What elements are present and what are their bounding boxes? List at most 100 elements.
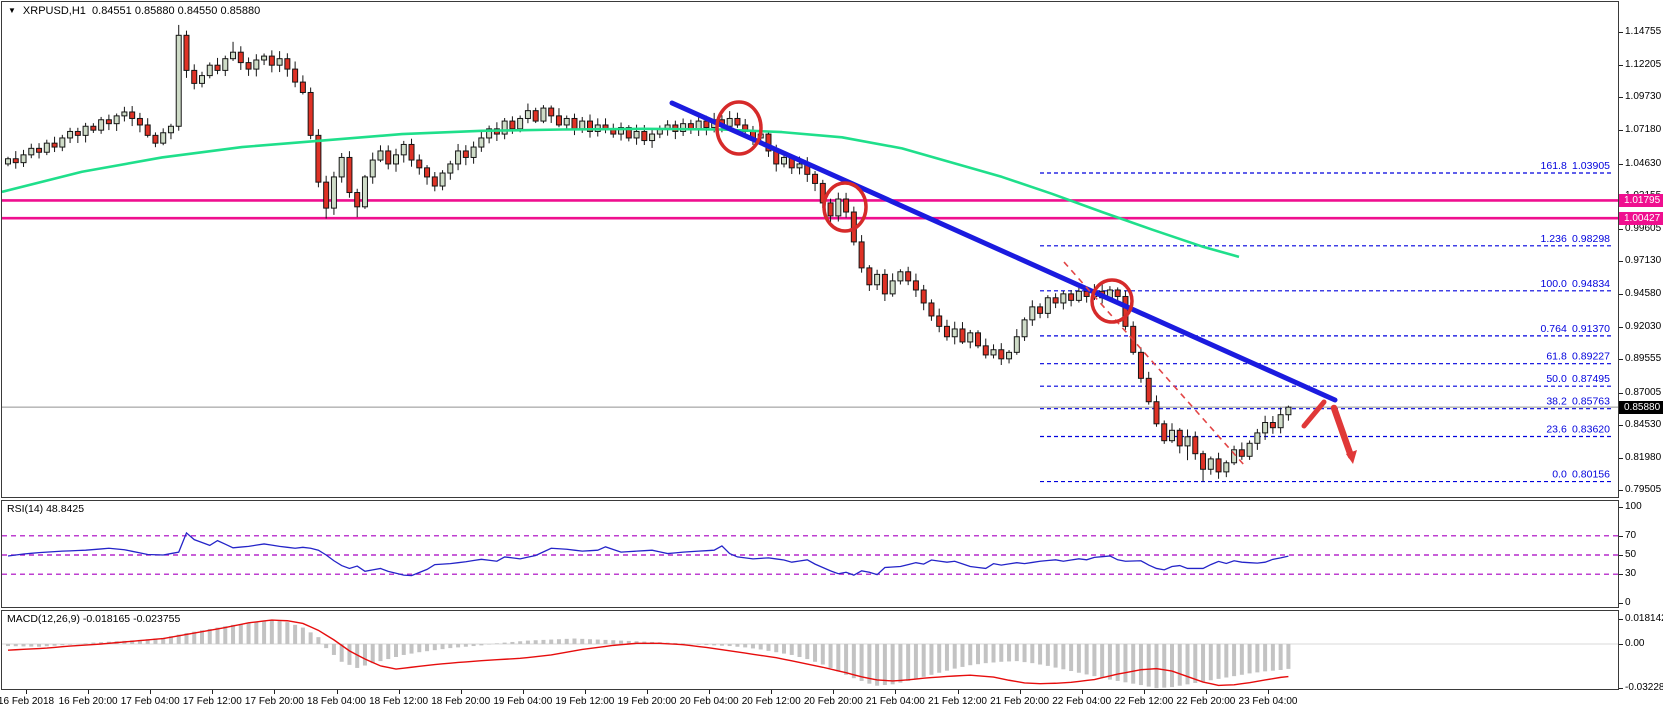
candle-body[interactable] xyxy=(385,150,392,165)
candle-body[interactable] xyxy=(695,120,702,130)
candle-body[interactable] xyxy=(144,124,151,136)
candle-body[interactable] xyxy=(191,69,198,84)
candle-body[interactable] xyxy=(447,163,454,174)
candle-body[interactable] xyxy=(1052,297,1059,304)
candle-body[interactable] xyxy=(307,91,314,136)
candle-body[interactable] xyxy=(812,173,819,184)
candlesticks[interactable] xyxy=(5,24,1292,482)
candle-body[interactable] xyxy=(113,115,120,125)
candle-body[interactable] xyxy=(1075,290,1082,301)
candle-body[interactable] xyxy=(781,156,787,165)
candle-body[interactable] xyxy=(1137,351,1144,379)
candle-body[interactable] xyxy=(354,192,361,208)
candle-body[interactable] xyxy=(1021,319,1028,338)
candle-body[interactable] xyxy=(424,167,431,178)
candle-body[interactable] xyxy=(641,130,648,142)
rsi-panel[interactable]: RSI(14) 48.8425 xyxy=(1,500,1619,608)
candle-body[interactable] xyxy=(51,142,58,148)
candle-body[interactable] xyxy=(36,147,43,153)
candle-body[interactable] xyxy=(1192,436,1199,455)
candle-body[interactable] xyxy=(796,163,803,169)
candle-body[interactable] xyxy=(276,58,283,66)
candle-body[interactable] xyxy=(1037,306,1044,314)
candle-body[interactable] xyxy=(1122,295,1129,327)
candle-body[interactable] xyxy=(43,142,50,153)
candle-body[interactable] xyxy=(1207,458,1214,470)
candle-body[interactable] xyxy=(330,176,337,209)
candle-body[interactable] xyxy=(152,134,159,144)
trendline[interactable] xyxy=(669,100,1338,403)
candle-body[interactable] xyxy=(1238,449,1245,457)
candle-body[interactable] xyxy=(1161,423,1168,442)
main-chart-canvas[interactable]: 161.8 1.03905 1.236 0.98298 100.0 0.94834 0… xyxy=(2,2,1618,497)
candle-body[interactable] xyxy=(959,328,966,343)
candle-body[interactable] xyxy=(967,332,974,343)
candle-body[interactable] xyxy=(28,147,35,156)
candle-body[interactable] xyxy=(827,202,834,217)
candle-body[interactable] xyxy=(726,117,733,127)
candle-body[interactable] xyxy=(928,302,935,317)
candle-body[interactable] xyxy=(587,120,593,132)
candle-body[interactable] xyxy=(230,51,237,60)
candle-body[interactable] xyxy=(734,117,741,126)
candle-body[interactable] xyxy=(1060,293,1067,304)
candle-body[interactable] xyxy=(299,81,306,93)
candle-body[interactable] xyxy=(136,117,143,126)
candle-body[interactable] xyxy=(462,150,469,158)
candle-body[interactable] xyxy=(361,176,368,208)
candle-body[interactable] xyxy=(998,349,1005,360)
candle-body[interactable] xyxy=(12,158,19,164)
candle-body[interactable] xyxy=(905,271,912,282)
candle-body[interactable] xyxy=(524,110,531,119)
macd-canvas[interactable] xyxy=(2,611,1618,689)
candle-body[interactable] xyxy=(455,150,462,165)
candle-body[interactable] xyxy=(74,130,81,136)
candle-body[interactable] xyxy=(649,133,656,142)
rsi-line[interactable] xyxy=(7,531,1289,577)
candle-body[interactable] xyxy=(5,158,11,165)
candle-body[interactable] xyxy=(1114,289,1121,297)
candle-body[interactable] xyxy=(67,130,74,139)
candle-body[interactable] xyxy=(82,125,89,136)
candle-body[interactable] xyxy=(1006,351,1013,360)
candle-body[interactable] xyxy=(59,137,66,148)
candle-body[interactable] xyxy=(532,110,539,122)
candle-body[interactable] xyxy=(416,159,423,169)
candle-body[interactable] xyxy=(618,127,625,135)
candle-body[interactable] xyxy=(936,315,943,327)
candle-body[interactable] xyxy=(975,332,981,347)
candle-body[interactable] xyxy=(393,154,399,165)
candle-body[interactable] xyxy=(1169,429,1175,442)
candle-body[interactable] xyxy=(1246,442,1253,457)
candle-body[interactable] xyxy=(1231,449,1238,464)
candle-body[interactable] xyxy=(1200,453,1207,470)
candle-body[interactable] xyxy=(548,107,555,117)
candle-body[interactable] xyxy=(625,127,632,139)
candle-body[interactable] xyxy=(1184,436,1191,447)
candle-body[interactable] xyxy=(98,119,105,131)
annotation-circle[interactable] xyxy=(1090,278,1134,324)
candle-body[interactable] xyxy=(237,51,244,64)
candle-body[interactable] xyxy=(1153,401,1160,425)
candle-body[interactable] xyxy=(1029,306,1036,321)
candle-body[interactable] xyxy=(129,111,136,119)
candle-body[interactable] xyxy=(703,120,710,129)
candle-body[interactable] xyxy=(1013,336,1020,353)
candle-body[interactable] xyxy=(292,68,299,83)
candle-body[interactable] xyxy=(1223,462,1230,473)
moving-average-line[interactable] xyxy=(2,127,1240,259)
candle-body[interactable] xyxy=(105,119,112,125)
candle-body[interactable] xyxy=(183,34,190,71)
candle-body[interactable] xyxy=(982,345,989,356)
candle-body[interactable] xyxy=(175,34,182,127)
candle-body[interactable] xyxy=(563,117,570,126)
candle-body[interactable] xyxy=(470,146,477,158)
candle-body[interactable] xyxy=(943,325,950,338)
candle-body[interactable] xyxy=(400,143,407,156)
candle-body[interactable] xyxy=(990,349,997,356)
candle-body[interactable] xyxy=(1176,429,1183,447)
candle-body[interactable] xyxy=(284,58,291,70)
annotation-circle[interactable] xyxy=(822,181,868,233)
macd-panel[interactable]: MACD(12,26,9) -0.018165 -0.023755 xyxy=(1,610,1619,690)
annotation-circle[interactable] xyxy=(715,100,763,156)
